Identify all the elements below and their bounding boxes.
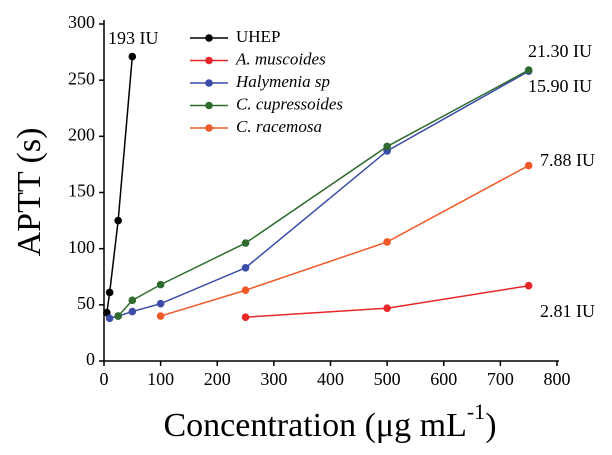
- y-axis-label: APTT (s): [11, 128, 48, 257]
- data-point: [105, 288, 114, 297]
- annotation: 7.88 IU: [540, 150, 595, 170]
- data-point: [241, 313, 250, 321]
- data-point: [241, 239, 250, 247]
- x-tick-label: 400: [317, 369, 344, 389]
- legend-label: Halymenia sp: [235, 72, 330, 91]
- annotation: 193 IU: [108, 28, 159, 48]
- annotation: 21.30 IU: [528, 41, 592, 61]
- legend-label: C. cupressoides: [236, 94, 343, 113]
- data-point: [128, 52, 137, 61]
- annotation: 2.81 IU: [540, 301, 595, 321]
- y-tick-label: 50: [77, 293, 95, 313]
- y-tick-label: 150: [68, 181, 95, 201]
- legend-marker: [205, 101, 213, 110]
- x-axis-label-sup: -1: [467, 399, 485, 424]
- data-point: [156, 312, 165, 320]
- series-line: [245, 284, 529, 318]
- x-tick-label: 200: [204, 369, 231, 389]
- y-tick-label: 0: [86, 349, 95, 369]
- data-point: [156, 280, 165, 289]
- data-point: [103, 308, 111, 317]
- series-line: [160, 164, 530, 317]
- x-tick-label: 500: [374, 369, 401, 389]
- legend-label: C. racemosa: [236, 117, 322, 136]
- y-tick-label: 200: [68, 124, 95, 144]
- y-tick-label: 250: [68, 68, 95, 88]
- legend-marker: [205, 56, 213, 65]
- x-tick-label: 300: [260, 369, 287, 389]
- x-tick-label: 0: [100, 369, 109, 389]
- data-point: [156, 299, 165, 308]
- x-tick-label: 600: [430, 369, 457, 389]
- x-axis-label: Concentration (μg mL-1): [163, 399, 496, 444]
- data-point: [383, 304, 391, 313]
- data-point: [383, 238, 391, 246]
- data-point: [241, 263, 250, 272]
- data-point: [524, 66, 533, 74]
- y-tick-label: 300: [68, 12, 95, 32]
- data-point: [128, 307, 137, 316]
- data-point: [524, 161, 533, 170]
- data-point: [105, 314, 114, 323]
- annotation: 15.90 IU: [528, 76, 592, 96]
- x-tick-label: 700: [487, 369, 514, 389]
- legend-marker: [205, 34, 213, 42]
- data-point: [114, 312, 122, 320]
- x-tick-label: 800: [544, 369, 571, 389]
- data-point: [383, 142, 391, 151]
- data-point: [128, 296, 137, 305]
- legend-marker: [205, 79, 213, 87]
- data-point: [241, 286, 250, 295]
- legend-label: A. muscoides: [235, 49, 326, 68]
- y-tick-label: 100: [68, 237, 95, 257]
- series-line: [106, 56, 134, 313]
- data-point: [524, 281, 533, 290]
- legend-label: UHEP: [236, 27, 280, 46]
- x-axis-label-part: ): [485, 407, 496, 444]
- x-axis-label-part: Concentration (μg mL: [163, 407, 466, 444]
- data-point: [114, 216, 122, 225]
- x-tick-label: 100: [147, 369, 174, 389]
- legend-marker: [205, 124, 213, 132]
